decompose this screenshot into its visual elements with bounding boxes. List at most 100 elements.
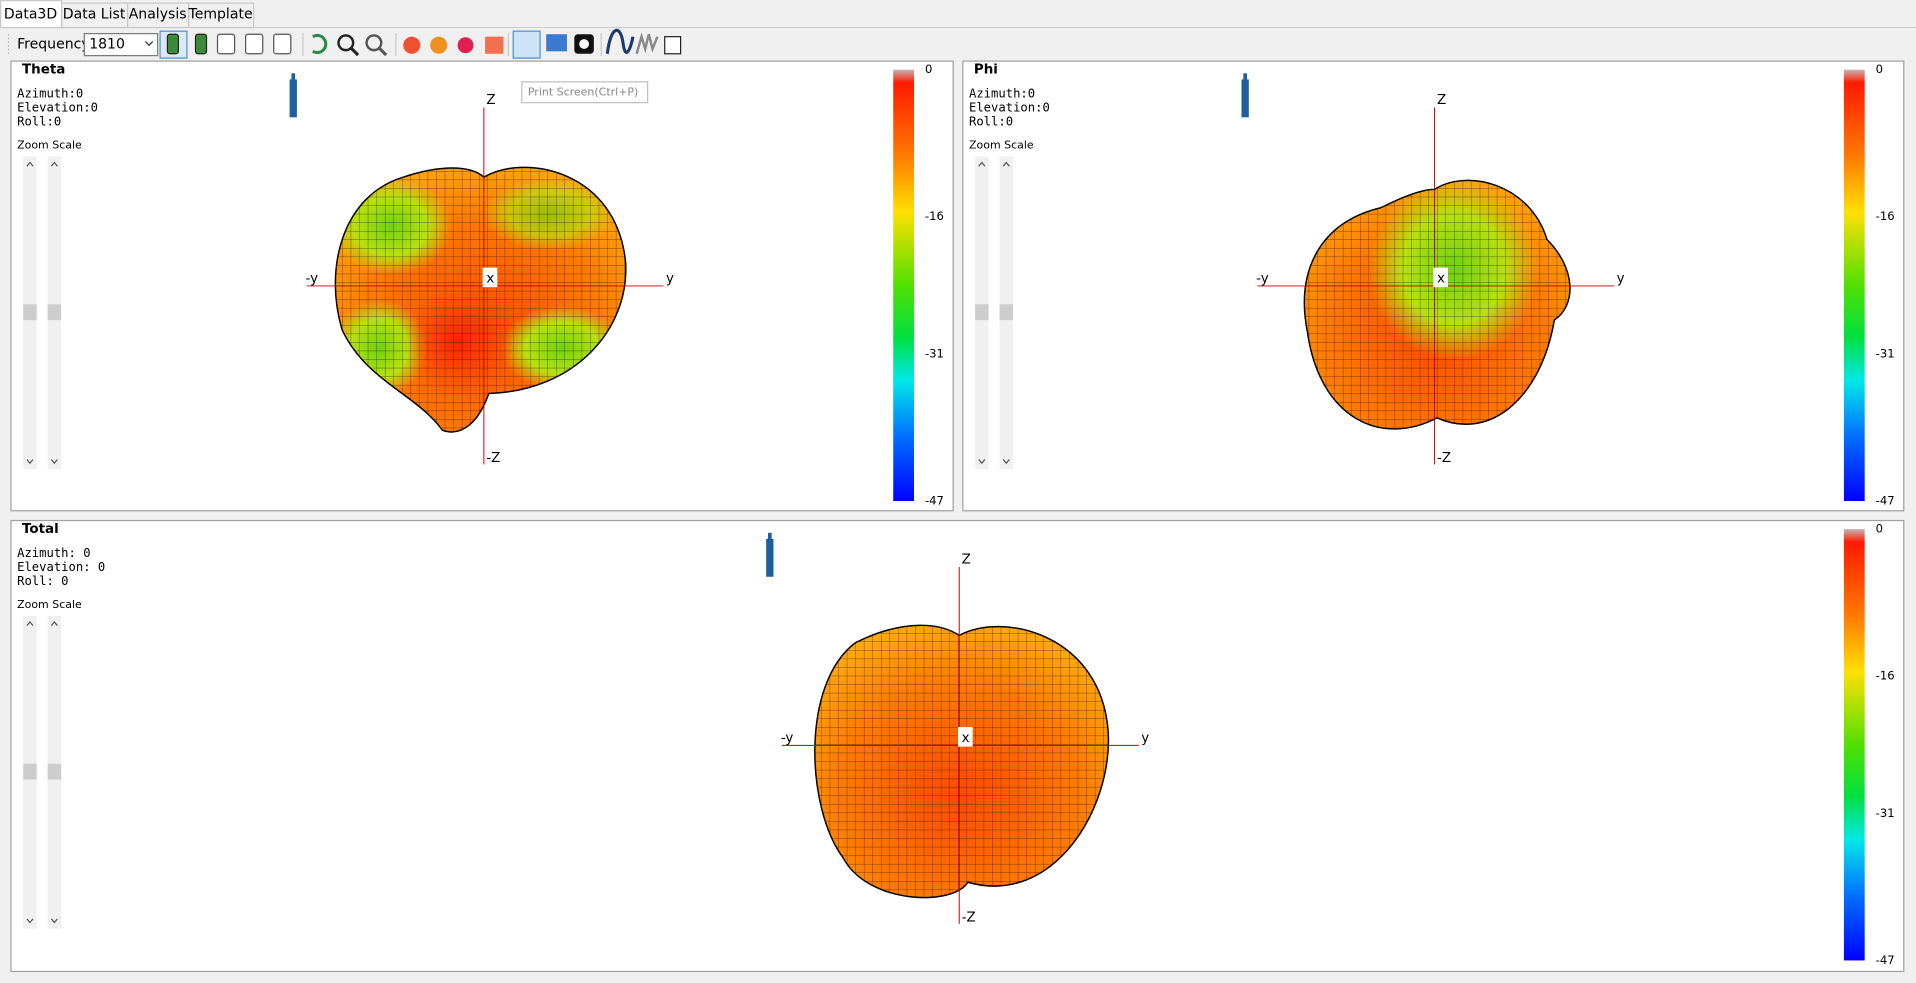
view-info: Elevation: 0 [17, 560, 105, 574]
axis-label: y [666, 272, 674, 287]
view-info: Elevation:0 [969, 101, 1050, 115]
tab-label: Data List [63, 7, 126, 23]
colorbar-tick-label: -47 [1876, 494, 1895, 508]
tab-bar [0, 0, 1916, 29]
total-pattern [814, 625, 1109, 898]
tool-button[interactable] [365, 34, 383, 52]
frequency-combo[interactable] [83, 32, 159, 57]
tool-icon [579, 39, 589, 49]
orientation-marker [766, 538, 774, 577]
axis-label: Z [486, 93, 495, 108]
colorbar-tick-label: -16 [1876, 668, 1895, 682]
slider-down [50, 918, 58, 924]
axis-label: -y [305, 272, 318, 287]
orientation-marker-top [291, 73, 296, 81]
slider-thumb[interactable] [975, 304, 989, 321]
slider-thumb[interactable] [47, 763, 62, 780]
slider-thumb[interactable] [23, 763, 37, 780]
orientation-marker-top [767, 532, 772, 541]
tool-button[interactable] [635, 32, 659, 55]
tool-button[interactable] [194, 33, 208, 55]
orientation-marker-top [1243, 73, 1247, 81]
tool-button[interactable] [430, 36, 448, 54]
view-info: Roll:0 [969, 115, 1013, 129]
tool-button[interactable] [664, 36, 682, 55]
slider-down [1002, 459, 1010, 465]
combo-arrow [144, 41, 154, 47]
tool-button[interactable] [512, 30, 541, 59]
tool-button[interactable] [337, 34, 355, 52]
tab-label: Analysis [129, 7, 187, 23]
tool-button[interactable] [244, 33, 264, 55]
view-info: Elevation:0 [17, 101, 98, 115]
axis-label: x [962, 731, 970, 746]
colorbar-tick-label: -16 [1876, 209, 1895, 223]
panel-title: Total [22, 522, 59, 537]
theta-outline [334, 166, 627, 433]
frequency-value: 1810 [89, 37, 125, 53]
tool-button[interactable] [485, 36, 504, 54]
axis-label: y [1141, 731, 1149, 746]
colorbar-tick-label: -47 [925, 494, 944, 508]
tab-label: Template [188, 7, 253, 23]
tab[interactable] [61, 2, 129, 29]
tab[interactable] [188, 2, 255, 29]
colorbar-tick-label: -47 [1876, 953, 1895, 967]
axis-label: y [1617, 272, 1625, 287]
tool-button[interactable] [403, 36, 421, 54]
axis-label: -y [781, 731, 794, 746]
slider-up [26, 161, 34, 167]
tool-button[interactable] [546, 34, 567, 52]
x-axis-box [958, 727, 973, 747]
tool-button[interactable] [605, 29, 635, 54]
view-info: Azimuth: 0 [17, 546, 90, 560]
colorbar-tick-label: 0 [925, 62, 932, 76]
zoom-label: Zoom Scale [17, 598, 82, 611]
slider-thumb[interactable] [23, 304, 37, 321]
tool-button[interactable] [216, 33, 236, 55]
x-axis-box [1433, 267, 1448, 288]
colorbar [893, 69, 915, 502]
tab[interactable] [127, 2, 190, 29]
colorbar-tick-label: -31 [925, 347, 944, 361]
tool-button[interactable] [457, 37, 474, 54]
colorbar-tick-label: -31 [1876, 806, 1895, 820]
view-info: Roll: 0 [17, 574, 68, 588]
tool-icon [166, 33, 180, 55]
tabs: Data3D Data List Analysis Template [0, 0, 255, 29]
axis-label: x [486, 272, 494, 287]
tool-button[interactable] [273, 33, 292, 55]
axis-label: Z [1437, 93, 1446, 108]
slider-down [978, 459, 986, 465]
slider-thumb[interactable] [47, 304, 62, 321]
axis-label: -Z [962, 911, 976, 926]
view-info: Azimuth:0 [969, 87, 1035, 101]
view-info: Azimuth:0 [17, 87, 83, 101]
zoom-label: Zoom Scale [17, 138, 82, 151]
tab-label: Data3D [4, 7, 57, 23]
slider-down [50, 459, 58, 465]
axis-label: x [1437, 272, 1445, 287]
slider-up [26, 621, 34, 627]
colorbar-tick-label: 0 [1876, 62, 1883, 76]
phi-outline [1303, 179, 1571, 430]
axis-label: -y [1256, 272, 1269, 287]
tool-button[interactable] [312, 33, 328, 55]
slider-up [50, 621, 58, 627]
tool-icon [349, 46, 360, 57]
orientation-marker [289, 79, 297, 118]
zoom-label: Zoom Scale [969, 138, 1034, 151]
phi-pattern [1304, 180, 1570, 429]
frequency-label: Frequency: [17, 37, 93, 53]
colorbar-tick-label: -16 [925, 209, 944, 223]
panel-title: Theta [22, 63, 65, 78]
panel-title: Phi [974, 63, 998, 78]
tool-icon [377, 46, 388, 57]
view-info: Roll:0 [17, 115, 61, 129]
colorbar [1843, 69, 1865, 502]
slider-down [26, 459, 34, 465]
slider-thumb[interactable] [999, 304, 1013, 321]
axis-label: -Z [486, 451, 500, 466]
